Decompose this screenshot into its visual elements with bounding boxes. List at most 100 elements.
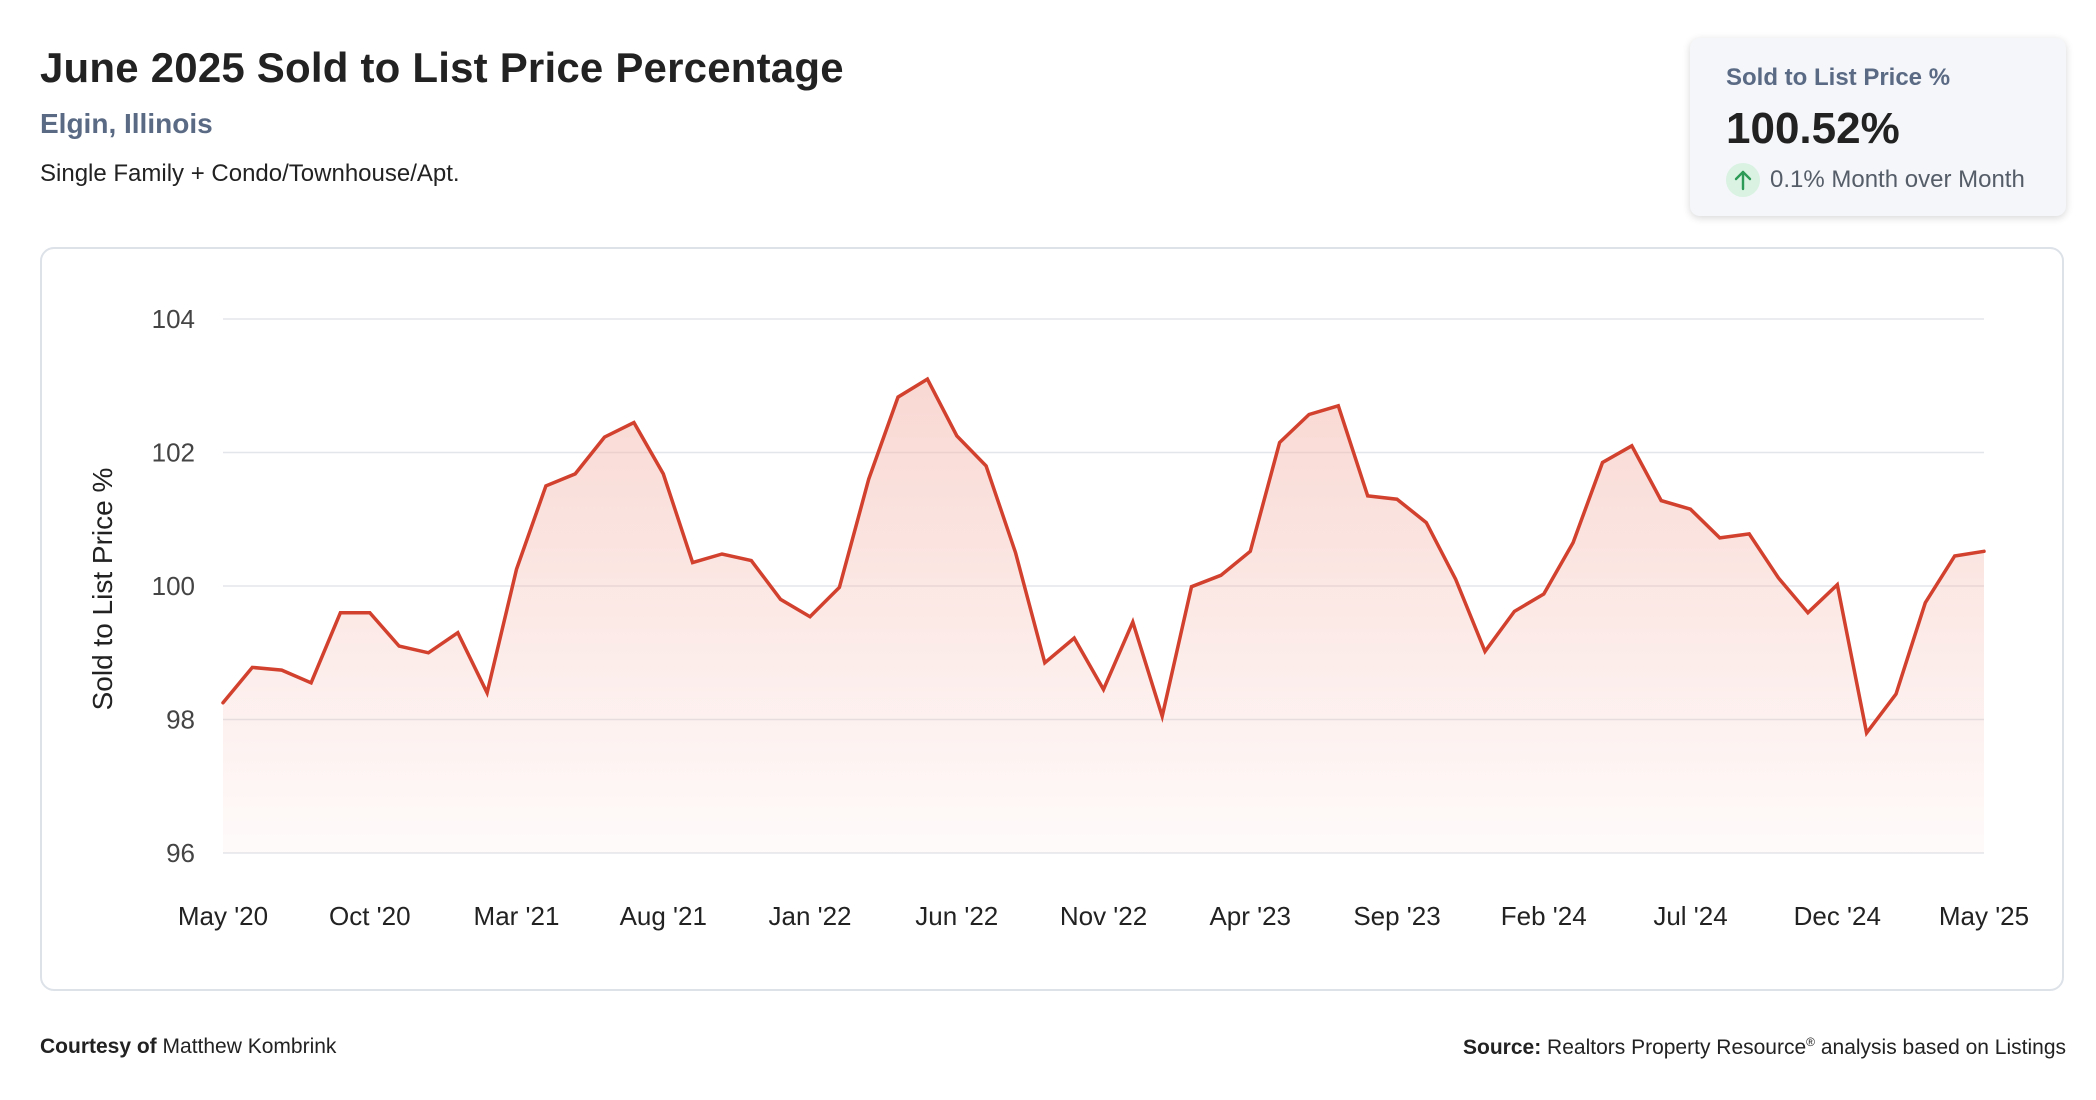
- x-tick-label: Nov '22: [1060, 901, 1147, 931]
- data-point[interactable]: [1570, 540, 1576, 546]
- data-point[interactable]: [1071, 635, 1077, 641]
- kpi-change: 0.1% Month over Month: [1726, 162, 2025, 198]
- location-subtitle: Elgin, Illinois: [40, 108, 213, 139]
- data-point[interactable]: [778, 596, 784, 602]
- y-tick-label: 98: [166, 705, 195, 735]
- data-point[interactable]: [1952, 553, 1958, 559]
- data-point[interactable]: [279, 667, 285, 673]
- data-point[interactable]: [1776, 575, 1782, 581]
- data-point[interactable]: [983, 463, 989, 469]
- y-tick-label: 100: [152, 571, 195, 601]
- data-point[interactable]: [1482, 648, 1488, 654]
- x-tick-label: Dec '24: [1794, 901, 1881, 931]
- data-point[interactable]: [807, 614, 813, 620]
- data-point[interactable]: [1511, 608, 1517, 614]
- data-point[interactable]: [866, 476, 872, 482]
- data-point[interactable]: [1599, 460, 1605, 466]
- data-point[interactable]: [396, 643, 402, 649]
- data-point[interactable]: [1423, 520, 1429, 526]
- data-point[interactable]: [220, 700, 226, 706]
- data-point[interactable]: [455, 630, 461, 636]
- data-point[interactable]: [1394, 496, 1400, 502]
- x-tick-label: Oct '20: [329, 901, 411, 931]
- y-tick-label: 104: [152, 304, 195, 334]
- data-point[interactable]: [1688, 506, 1694, 512]
- registered-mark: ®: [1806, 1035, 1815, 1049]
- property-type-description: Single Family + Condo/Townhouse/Apt.: [40, 160, 460, 187]
- x-tick-label: May '25: [1939, 901, 2029, 931]
- data-point[interactable]: [748, 558, 754, 564]
- data-point[interactable]: [1277, 439, 1283, 445]
- data-point[interactable]: [1453, 576, 1459, 582]
- kpi-card: Sold to List Price % 100.52% 0.1% Month …: [1690, 38, 2066, 216]
- y-tick-label: 96: [166, 838, 195, 868]
- series-line: [221, 376, 1986, 738]
- data-point[interactable]: [1746, 531, 1752, 537]
- data-point[interactable]: [514, 566, 520, 572]
- data-point[interactable]: [425, 650, 431, 656]
- data-point[interactable]: [337, 610, 343, 616]
- data-point[interactable]: [719, 551, 725, 557]
- x-tick-label: Jun '22: [915, 901, 998, 931]
- data-point[interactable]: [249, 664, 255, 670]
- data-point[interactable]: [1012, 550, 1018, 556]
- data-point[interactable]: [1893, 691, 1899, 697]
- data-point[interactable]: [631, 419, 637, 425]
- data-point[interactable]: [1365, 493, 1371, 499]
- x-tick-label: Feb '24: [1501, 901, 1587, 931]
- page-title: June 2025 Sold to List Price Percentage: [40, 44, 844, 91]
- data-point[interactable]: [1717, 535, 1723, 541]
- y-tick-label: 102: [152, 438, 195, 468]
- data-point[interactable]: [1101, 686, 1107, 692]
- source-text-a: Realtors Property Resource: [1547, 1036, 1807, 1059]
- data-point[interactable]: [1805, 610, 1811, 616]
- kpi-change-text: 0.1% Month over Month: [1770, 166, 2025, 193]
- data-point[interactable]: [660, 471, 666, 477]
- data-point[interactable]: [484, 690, 490, 696]
- data-point[interactable]: [1159, 713, 1165, 719]
- data-point[interactable]: [1247, 548, 1253, 554]
- data-point[interactable]: [1658, 498, 1664, 504]
- source-label: Source:: [1463, 1036, 1542, 1059]
- data-point[interactable]: [543, 483, 549, 489]
- x-tick-label: Aug '21: [620, 901, 707, 931]
- x-tick-label: May '20: [178, 901, 268, 931]
- data-point[interactable]: [895, 394, 901, 400]
- source-footer: Source: Realtors Property Resource® anal…: [1463, 1035, 2066, 1060]
- area-fill: [223, 379, 1984, 853]
- x-tick-label: Jul '24: [1653, 901, 1727, 931]
- data-point[interactable]: [690, 560, 696, 566]
- kpi-value: 100.52%: [1726, 104, 1900, 153]
- chart-panel: 104 102 100 98 96 May '20 Oct '20 Mar '21 Aug '…: [40, 247, 2064, 991]
- x-tick-label: Jan '22: [768, 901, 851, 931]
- data-point[interactable]: [602, 434, 608, 440]
- data-point[interactable]: [308, 680, 314, 686]
- x-tick-label: Mar '21: [474, 901, 560, 931]
- arrow-up-icon: [1726, 163, 1760, 197]
- data-point[interactable]: [1306, 411, 1312, 417]
- data-point[interactable]: [1130, 619, 1136, 625]
- kpi-label: Sold to List Price %: [1726, 64, 1951, 91]
- data-point[interactable]: [1629, 443, 1635, 449]
- data-point[interactable]: [1834, 582, 1840, 588]
- data-point[interactable]: [836, 584, 842, 590]
- data-point[interactable]: [1218, 572, 1224, 578]
- data-point[interactable]: [1864, 730, 1870, 736]
- data-point[interactable]: [1541, 591, 1547, 597]
- y-axis-label: Sold to List Price %: [87, 468, 118, 711]
- data-point[interactable]: [954, 433, 960, 439]
- data-point[interactable]: [924, 376, 930, 382]
- data-point[interactable]: [1189, 584, 1195, 590]
- data-point[interactable]: [1922, 600, 1928, 606]
- courtesy-label: Courtesy of: [40, 1035, 157, 1058]
- x-tick-label: Apr '23: [1209, 901, 1291, 931]
- chart-svg: 104 102 100 98 96 May '20 Oct '20 Mar '21 Aug '…: [87, 304, 2029, 931]
- data-point[interactable]: [572, 471, 578, 477]
- courtesy-name: Matthew Kombrink: [162, 1035, 337, 1058]
- data-point[interactable]: [1335, 403, 1341, 409]
- x-tick-label: Sep '23: [1353, 901, 1440, 931]
- data-point[interactable]: [1042, 660, 1048, 666]
- courtesy-footer: Courtesy of Matthew Kombrink: [40, 1035, 336, 1059]
- data-point[interactable]: [1981, 548, 1987, 554]
- data-point[interactable]: [367, 610, 373, 616]
